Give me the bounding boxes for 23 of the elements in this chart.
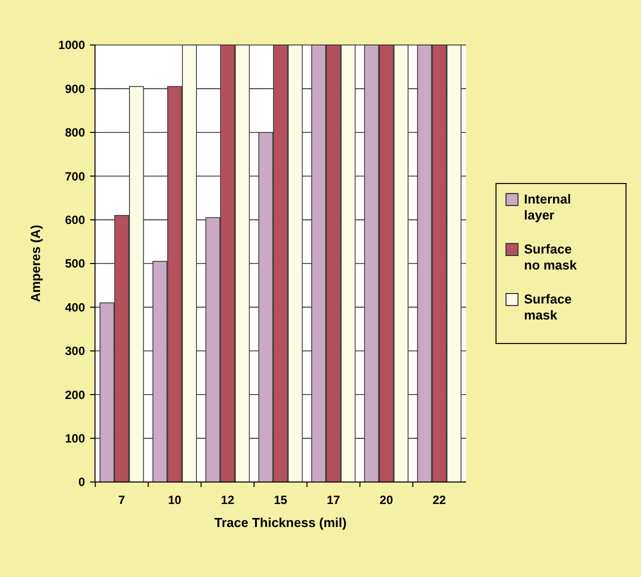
y-tick-label: 100 [64, 432, 86, 446]
x-tick-label: 10 [168, 493, 182, 507]
legend-label: Surface no mask [524, 242, 578, 272]
x-tick-label: 20 [380, 493, 394, 507]
y-tick-label: 600 [64, 213, 86, 227]
y-tick-label: 1000 [58, 38, 86, 52]
y-tick-label: 400 [64, 300, 86, 314]
y-tick-label: 500 [64, 256, 86, 271]
x-tick-label: 12 [220, 493, 235, 507]
y-tick-label: 800 [64, 126, 86, 140]
y-tick-label: 700 [64, 169, 86, 184]
legend-label: Internal layer [524, 192, 571, 222]
y-tick-label: 200 [64, 388, 86, 402]
x-tick-label: 15 [274, 493, 288, 507]
x-axis-title: Trace Thickness (mil) [214, 515, 347, 530]
legend-label: Surface mask [524, 292, 572, 322]
y-tick-label: 900 [64, 82, 86, 96]
y-axis-title: Amperes (A) [28, 224, 43, 302]
y-tick-label: 0 [78, 475, 86, 490]
x-tick-label: 22 [432, 493, 446, 507]
x-tick-label: 7 [118, 493, 126, 507]
x-tick-label: 17 [326, 493, 340, 507]
y-tick-label: 300 [64, 344, 86, 358]
